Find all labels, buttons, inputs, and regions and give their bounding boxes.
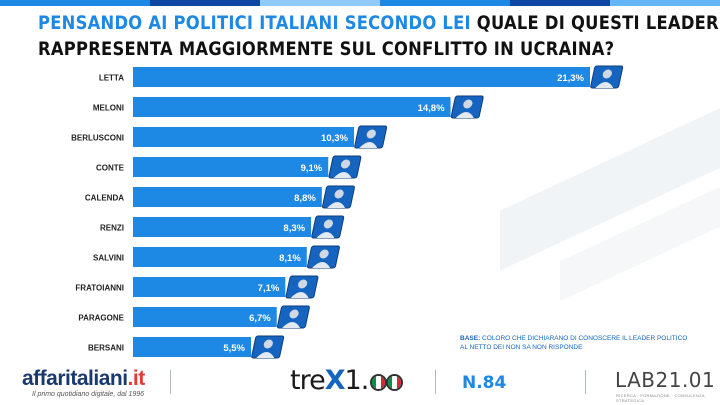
bar [133, 247, 307, 267]
value-label: 14,8% [418, 103, 445, 114]
brand-tld: it [132, 367, 145, 390]
bar [133, 67, 590, 87]
bar [133, 157, 329, 177]
flag-stripe [388, 376, 393, 389]
value-label: 8,1% [279, 253, 301, 264]
value-label: 6,7% [249, 313, 271, 324]
brand-dot: . [127, 367, 134, 390]
value-label: 10,3% [321, 133, 348, 144]
value-label: 9,1% [301, 163, 323, 174]
title-line1-rest: QUALE DI QUESTI LEADER LA [476, 12, 720, 34]
portrait-icon [328, 155, 362, 179]
base-note-label: BASE: [460, 335, 481, 342]
trex-suffix: 1. [344, 365, 370, 396]
category-label: MELONI [93, 104, 124, 113]
value-label: 21,3% [557, 73, 584, 84]
top-bar-segment [0, 0, 150, 6]
bar [133, 307, 277, 327]
bar [133, 277, 286, 297]
base-note-text-2: AL NETTO DEI NON SA NON RISPONDE [460, 344, 583, 351]
top-bar-segment [380, 0, 510, 6]
bar [133, 97, 451, 117]
trex-logo: treX1. [290, 365, 370, 396]
base-note: BASE: COLORO CHE DICHIARANO DI CONOSCERE… [460, 334, 700, 352]
portrait-icon [450, 95, 484, 119]
category-label: LETTA [99, 74, 124, 83]
trex-prefix: tre [290, 365, 326, 396]
category-label: SALVINI [93, 254, 124, 263]
category-label: RENZI [100, 224, 124, 233]
portrait-icon [285, 275, 319, 299]
category-label: CALENDA [85, 194, 124, 203]
brand-tagline: Il primo quotidiano digitale, dal 1996 [32, 391, 145, 398]
portrait-icon [322, 185, 355, 209]
value-label: 8,8% [294, 193, 316, 204]
title-highlight: PENSANDO AI POLITICI ITALIANI SECONDO LE… [38, 12, 471, 34]
flag-stripe [372, 376, 377, 389]
bar [133, 217, 312, 237]
value-label: 8,3% [283, 223, 305, 234]
base-note-text: COLORO CHE DICHIARANO DI CONOSCERE IL LE… [482, 335, 688, 342]
top-bar-segment [150, 0, 260, 6]
category-label: PARAGONE [78, 314, 124, 323]
lab2101-logo: LAB21.01 [615, 368, 716, 392]
affaritaliani-logo: affaritaliani.it [22, 367, 145, 391]
portrait-icon [354, 125, 388, 149]
flag-stripe [396, 376, 401, 389]
flag-stripe [380, 376, 385, 389]
category-label: BERSANI [88, 344, 124, 353]
value-label: 7,1% [258, 283, 280, 294]
bar-chart: LETTA 21,3% MELONI 14,8% BERLUSCONI 10,3% CONT… [71, 65, 624, 359]
value-label: 5,5% [223, 343, 245, 354]
top-bar-segment [260, 0, 380, 6]
bar [133, 127, 354, 147]
category-label: FRATOIANNI [75, 284, 124, 293]
bar [133, 187, 322, 207]
bar [133, 337, 252, 357]
portrait-icon [306, 245, 340, 269]
chart-title: PENSANDO AI POLITICI ITALIANI SECONDO LE… [38, 10, 720, 62]
portrait-icon [311, 215, 345, 239]
italian-flag-icon [370, 374, 387, 391]
portrait-icon [251, 335, 285, 359]
title-line2: RAPPRESENTA MAGGIORMENTE SUL CONFLITTO I… [38, 38, 615, 60]
category-label: CONTE [96, 164, 125, 173]
issue-number: N.84 [462, 373, 507, 393]
footer-divider [585, 370, 586, 394]
category-label: BERLUSCONI [71, 134, 124, 143]
flag-stripe [392, 376, 397, 389]
footer-divider [435, 370, 436, 394]
portrait-icon [276, 305, 310, 329]
italian-flag-icon [386, 374, 403, 391]
flag-stripe [376, 376, 381, 389]
portrait-icon [590, 65, 624, 89]
lab2101-tagline: RICERCA · FORMAZIONE · CONSULENZA STRATE… [616, 393, 705, 403]
trex-x: X [324, 365, 346, 396]
footer: affaritaliani.it Il primo quotidiano dig… [0, 362, 720, 405]
top-bar-segment [610, 0, 720, 6]
top-accent-bar [0, 0, 720, 6]
top-bar-segment [510, 0, 610, 6]
footer-divider [170, 370, 171, 394]
brand-main: affaritaliani [22, 367, 128, 390]
